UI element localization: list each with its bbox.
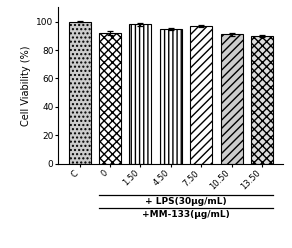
Y-axis label: Cell Viability (%): Cell Viability (%) (21, 45, 31, 126)
Bar (129, 25, 151, 164)
Bar (190, 26, 212, 164)
Text: + LPS(30μg/mL): + LPS(30μg/mL) (145, 197, 227, 206)
Bar (221, 34, 243, 164)
Bar (99, 33, 121, 164)
Bar (160, 29, 182, 164)
Bar (251, 36, 273, 164)
Text: +MM-133(μg/mL): +MM-133(μg/mL) (142, 210, 230, 219)
Bar (69, 22, 91, 164)
